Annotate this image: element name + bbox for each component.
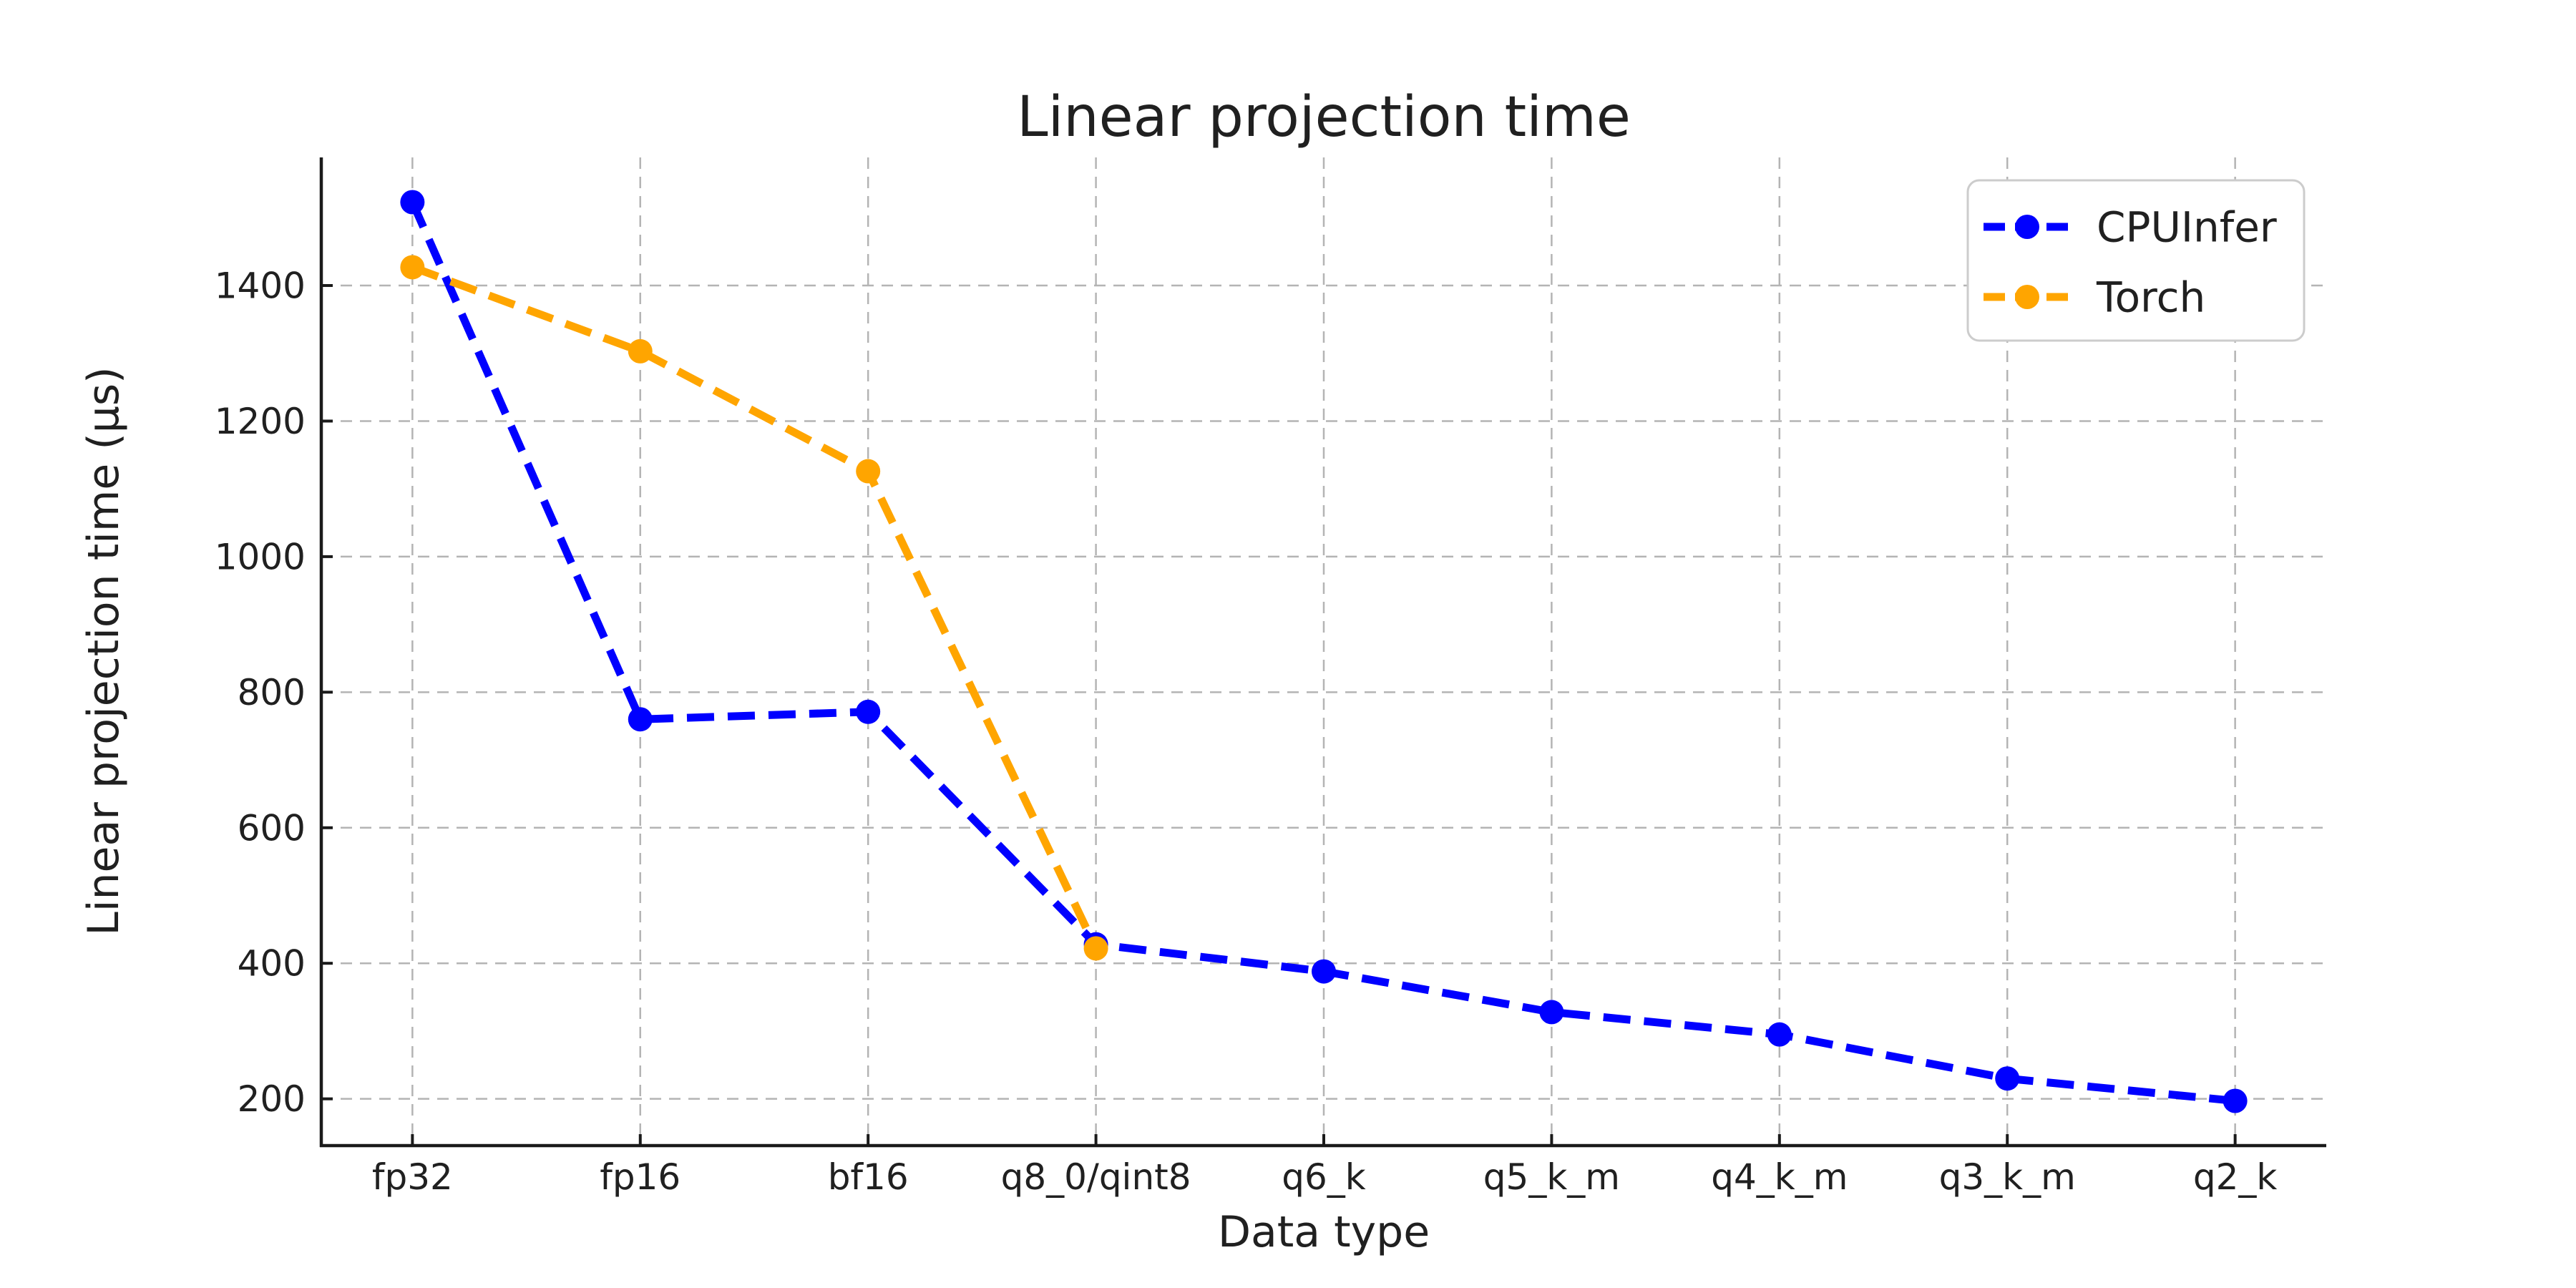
cpuinfer-data-point-marker [628,707,653,732]
y-tick-label: 400 [238,943,306,985]
y-tick-label: 1000 [215,536,306,577]
legend-marker [2015,215,2039,239]
x-axis-label: Data type [1218,1207,1430,1257]
torch-data-point-marker [1083,936,1108,961]
y-tick-label: 200 [238,1078,306,1120]
x-tick-label: q8_0/qint8 [1001,1156,1191,1198]
x-tick-label: q3_k_m [1939,1156,2076,1198]
axes: 200 400 600 800 1000 1200 1400 fp32 fp16 bf16 q8_0… [215,157,2326,1198]
legend-item-torch: Torch [1984,273,2205,321]
y-tick-label: 1200 [215,401,306,442]
cpuinfer-data-point-marker [400,190,425,215]
torch-data-point-marker [628,338,653,364]
y-axis-label: Linear projection time (µs) [79,366,129,935]
x-tick-label: q4_k_m [1711,1156,1848,1198]
y-tick-label: 1400 [215,265,306,307]
x-tick-label: q6_k [1282,1156,1366,1198]
legend-label: CPUInfer [2097,203,2277,251]
cpuinfer-data-point-marker [1539,1000,1564,1025]
torch-line [411,263,1100,950]
x-tick-label: q5_k_m [1483,1156,1620,1198]
cpuinfer-data-point-marker [1767,1022,1792,1047]
cpuinfer-data-point-marker [1995,1066,2020,1091]
x-tick-label: q2_k [2193,1156,2278,1198]
cpuinfer-data-point-marker [856,699,881,724]
torch-data-point-marker [400,255,425,280]
series [400,190,2248,1113]
x-tick-label: fp32 [372,1156,453,1198]
legend-marker [2015,285,2039,309]
legend-item-cpuinfer: CPUInfer [1984,203,2277,251]
chart-title: Linear projection time [1017,85,1631,150]
x-tick-label: bf16 [828,1156,909,1198]
cpuinfer-data-point-marker [2223,1088,2248,1113]
series-torch [400,255,1108,961]
legend-label: Torch [2096,273,2205,321]
x-tick-label: fp16 [600,1156,680,1198]
legend: CPUInfer Torch [1966,179,2306,342]
y-tick-label: 600 [238,807,306,849]
y-tick-label: 800 [238,672,306,713]
torch-data-point-marker [856,459,881,484]
cpuinfer-data-point-marker [1312,959,1336,984]
